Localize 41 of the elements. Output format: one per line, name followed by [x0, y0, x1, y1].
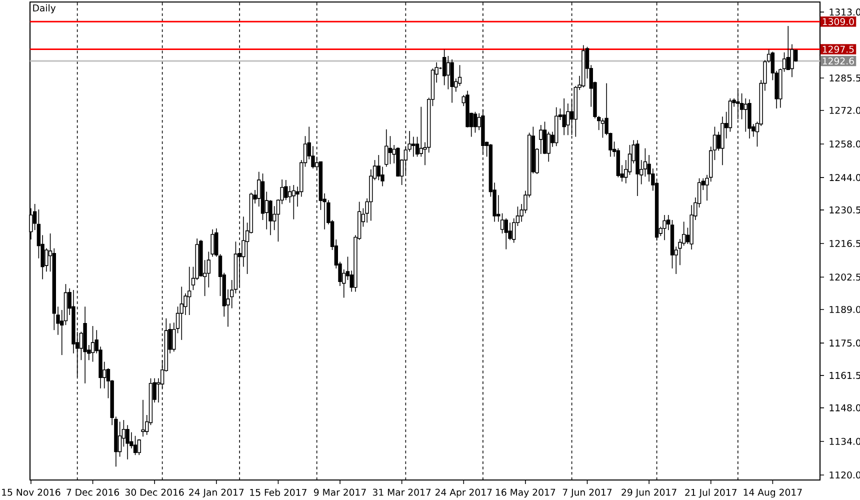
- candlestick: [600, 118, 605, 138]
- candlestick: [662, 214, 666, 241]
- x-tick-label: 21 Jul 2017: [685, 488, 736, 498]
- ref-line-label: 1309.0: [822, 18, 854, 26]
- chart-title: Daily: [33, 4, 56, 14]
- candlestick: [384, 128, 388, 168]
- candlestick: [473, 111, 478, 134]
- ref-line-label: 1292.6: [822, 57, 854, 65]
- ref-line-label: 1297.5: [822, 46, 854, 53]
- candlestick: [90, 326, 95, 362]
- x-tick-label: 9 Mar 2017: [314, 488, 366, 496]
- candlestick: [504, 218, 508, 250]
- x-tick-label: 24 Apr 2017: [435, 488, 492, 498]
- candlestick: [292, 184, 296, 220]
- candlestick: [450, 58, 454, 104]
- x-tick-label: 7 Jun 2017: [562, 488, 612, 498]
- candlestick: [180, 286, 184, 340]
- x-tick-label: 15 Nov 2016: [2, 488, 60, 496]
- x-tick-label: 29 Jun 2017: [622, 488, 676, 498]
- candlestick: [188, 266, 192, 316]
- candlestick: [546, 131, 550, 162]
- candlestick: [744, 98, 748, 132]
- x-tick-label: 30 Dec 2016: [125, 488, 184, 496]
- candlestick: [412, 136, 416, 158]
- x-tick-label: 14 Aug 2017: [744, 488, 802, 498]
- candlestick: [284, 180, 288, 201]
- candlestick: [118, 421, 122, 458]
- x-tick-label: 31 Mar 2017: [372, 488, 431, 496]
- candlestick: [442, 49, 446, 86]
- candlestick: [141, 399, 145, 437]
- candlestick: [133, 435, 138, 456]
- x-tick-label: 7 Dec 2016: [66, 488, 120, 496]
- x-tick-label: 15 Feb 2017: [250, 488, 306, 496]
- candlestick: [512, 218, 516, 244]
- candlestick: [388, 136, 392, 165]
- candlestick: [288, 186, 292, 204]
- x-tick-label: 24 Jan 2017: [189, 488, 244, 498]
- candlestick: [562, 98, 566, 136]
- candlestick: [137, 438, 141, 456]
- x-tick-label: 16 May 2017: [496, 488, 556, 498]
- candlestick: [446, 56, 450, 90]
